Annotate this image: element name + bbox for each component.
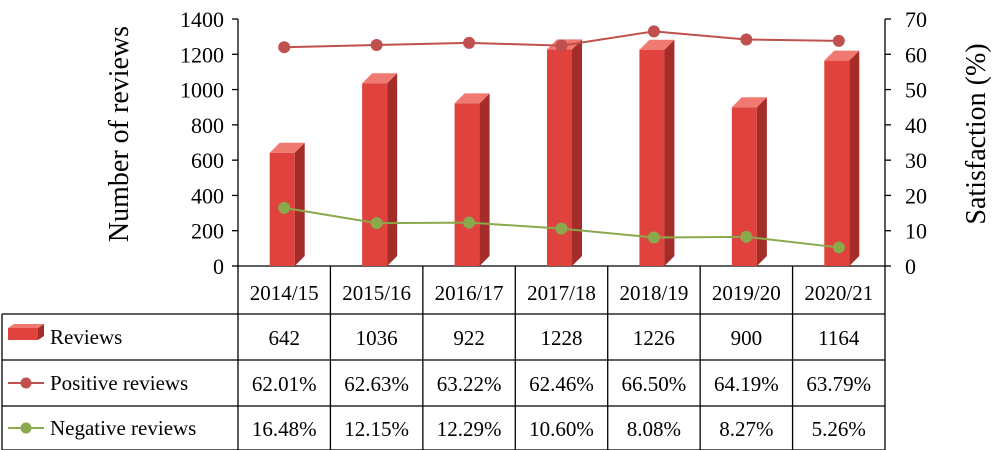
positive-reviews-table-value: 62.46% [529,372,594,396]
x-tick-label: 2017/18 [527,281,596,305]
reviews-bar [639,39,675,266]
negative-reviews-legend-marker [20,422,32,434]
y-right-tick-label: 30 [905,148,927,173]
reviews-legend-key-top [8,324,44,328]
positive-reviews-legend-marker [20,377,32,389]
reviews-bar-side [572,39,582,266]
negative-reviews-point [370,217,383,230]
negative-reviews-point [463,216,476,229]
reviews-table-value: 1036 [356,326,398,350]
reviews-bar-top [269,142,305,153]
positive-reviews-point [647,25,660,38]
axes: 0 200 400 600 800 1000 1200 1400 0 10 20 30 40 50 60 70 [180,7,927,279]
reviews-bar-side [664,39,675,266]
positive-reviews-table-value: 63.22% [437,372,502,396]
reviews-table-value: 900 [731,326,763,350]
x-tick-label: 2015/16 [342,281,411,305]
reviews-bar-side [849,50,860,266]
positive-reviews-point [832,34,845,47]
reviews-table-value: 1226 [633,326,675,350]
y-left-tick-label: 1000 [180,78,224,103]
reviews-bar-front [362,83,388,266]
y-right-tick-label: 60 [905,42,927,67]
positive-reviews-table-value: 62.63% [344,372,409,396]
negative-reviews-table-value: 8.08% [627,417,681,441]
reviews-bar-front [824,60,850,266]
positive-reviews-point [463,36,476,49]
x-tick-label: 2019/20 [712,281,781,305]
positive-reviews-point [740,33,753,46]
negative-reviews-table-value: 16.48% [252,417,317,441]
reviews-bar-top [639,39,675,50]
y-right-tick-label: 40 [905,113,927,138]
negative-reviews-table-value: 12.29% [437,417,502,441]
y-axis-left-title: Number of reviews [104,26,135,242]
y-left-tick-label: 1400 [180,7,224,32]
negative-reviews-point [832,241,845,254]
reviews-table-value: 1164 [818,326,860,350]
positive-reviews-table-value: 63.79% [806,372,871,396]
y-left-tick-label: 1200 [180,42,224,67]
negative-reviews-table-value: 10.60% [529,417,594,441]
x-tick-label: 2014/15 [250,281,319,305]
y-right-tick-label: 70 [905,7,927,32]
reviews-bar [269,142,305,266]
reviews-bar-side [387,73,398,266]
negative-reviews-point [740,230,753,243]
reviews-bar-front [454,103,480,266]
positive-reviews-table-value: 66.50% [622,372,687,396]
y-left-tick-label: 400 [191,183,224,208]
reviews-legend-label: Reviews [50,325,122,349]
reviews-table-value: 1228 [541,326,583,350]
negative-reviews-point [555,222,568,235]
y-left-tick-label: 0 [213,254,224,279]
reviews-bar-side [479,93,490,266]
positive-reviews-point [278,41,291,54]
negative-reviews-table-value: 12.15% [344,417,409,441]
negative-reviews-point [647,231,660,244]
positive-reviews-legend-label: Positive reviews [50,371,188,395]
data-table: 2014/15 2015/16 2016/17 2017/18 2018/19 2019/… [1,265,886,450]
reviews-table-value: 642 [268,326,300,350]
negative-reviews-point [278,201,291,214]
y-right-tick-label: 0 [905,254,916,279]
reviews-bar-top [731,97,767,108]
negative-reviews-table-value: 8.27% [719,417,773,441]
y-left-tick-label: 800 [191,113,224,138]
y-left-tick-label: 600 [191,148,224,173]
reviews-bar-top [454,93,490,104]
reviews-bar [362,73,398,266]
reviews-legend-key-side [38,324,44,340]
reviews-bar-top [824,50,860,61]
positive-reviews-table-value: 62.01% [252,372,317,396]
positive-reviews-point [370,39,383,52]
x-tick-label: 2016/17 [435,281,504,305]
reviews-bar [824,50,860,266]
line-series [278,25,845,254]
x-tick-label: 2018/19 [620,281,689,305]
positive-reviews-table-value: 64.19% [714,372,779,396]
reviews-bar-side [294,142,305,266]
reviews-table-value: 922 [453,326,485,350]
reviews-legend-key [8,328,38,340]
positive-reviews-point [555,39,568,52]
bar-series [269,39,860,266]
reviews-bar-top [362,73,398,84]
y-axis-right-title: Satisfaction (%) [961,43,992,224]
negative-reviews-table-value: 5.26% [812,417,866,441]
reviews-bar-side [756,97,767,266]
negative-reviews-legend-label: Negative reviews [50,416,196,440]
reviews-bar [454,93,490,266]
y-right-tick-label: 10 [905,219,927,244]
reviews-bar-front [639,49,665,266]
y-right-tick-label: 50 [905,78,927,103]
y-left-tick-label: 200 [191,219,224,244]
x-tick-label: 2020/21 [804,281,873,305]
y-right-tick-label: 20 [905,183,927,208]
